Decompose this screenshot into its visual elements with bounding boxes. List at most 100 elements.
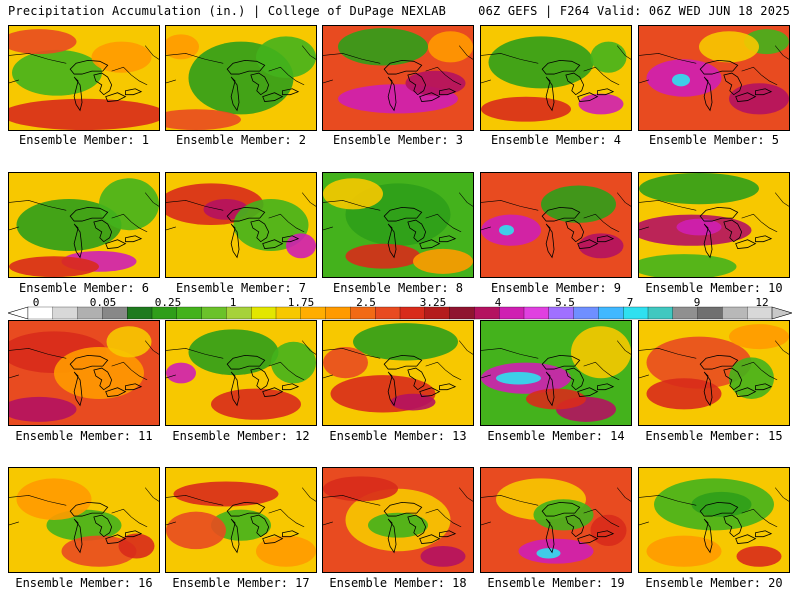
- precip-contour-region: [499, 225, 514, 236]
- great-lakes-outline: [73, 371, 83, 407]
- great-lakes-outline: [383, 354, 423, 370]
- colorbar-swatch: [598, 306, 624, 320]
- great-lakes-outline: [541, 206, 581, 222]
- precip-contour-region: [345, 243, 421, 269]
- great-lakes-outline: [73, 518, 83, 554]
- great-lakes-outline: [69, 501, 109, 517]
- great-lakes-outline: [226, 206, 266, 222]
- precip-contour-region: [9, 29, 77, 55]
- precip-contour-region: [166, 511, 226, 550]
- great-lakes-outline: [250, 514, 270, 538]
- colorbar-tick-label: 0.05: [89, 296, 117, 309]
- state-border-line: [639, 200, 697, 211]
- precip-contour-region: [9, 98, 159, 130]
- state-border-line: [323, 200, 381, 211]
- ensemble-member-caption: Ensemble Member: 9: [490, 281, 622, 295]
- ensemble-map-panel: [322, 467, 474, 573]
- state-border-line: [111, 361, 148, 381]
- state-border-line: [166, 348, 224, 359]
- ensemble-member-caption: Ensemble Member: 3: [332, 133, 464, 147]
- great-lakes-outline: [250, 72, 270, 96]
- great-lakes-outline: [703, 518, 713, 554]
- great-lakes-outline: [597, 383, 615, 391]
- precip-contour-region: [166, 34, 199, 60]
- state-border-line: [9, 521, 19, 526]
- precip-contour-region: [729, 324, 789, 350]
- colorbar-tick-label: 7: [626, 296, 634, 309]
- precip-contour-region: [590, 514, 627, 546]
- great-lakes-outline: [723, 367, 743, 391]
- precip-contour-region: [338, 28, 428, 66]
- model-run-valid-time: 06Z GEFS | F264 Valid: 06Z WED JUN 18 20…: [478, 4, 790, 18]
- precip-contour-region: [256, 535, 316, 567]
- great-lakes-outline: [73, 76, 83, 112]
- state-border-line: [458, 340, 473, 355]
- precip-map: [639, 321, 789, 425]
- great-lakes-outline: [735, 387, 757, 397]
- state-border-line: [111, 66, 148, 86]
- great-lakes-outline: [93, 219, 113, 243]
- ensemble-map-panel: [638, 25, 790, 131]
- precip-contour-region: [672, 73, 690, 87]
- ensemble-map-panel: [638, 172, 790, 278]
- great-lakes-outline: [93, 72, 113, 96]
- state-border-line: [166, 226, 176, 231]
- precip-contour-region: [729, 357, 774, 399]
- precip-contour-region: [12, 49, 103, 96]
- great-lakes-outline: [230, 518, 240, 554]
- state-border-line: [458, 487, 473, 502]
- state-border-line: [111, 213, 148, 233]
- precip-colorbar: [8, 306, 792, 320]
- great-lakes-outline: [262, 387, 284, 397]
- great-lakes-outline: [93, 514, 113, 538]
- precip-contour-region: [420, 546, 466, 567]
- colorbar-swatch: [573, 306, 599, 320]
- precip-contour-region: [173, 481, 279, 507]
- precip-map: [9, 468, 159, 572]
- great-lakes-outline: [577, 534, 599, 544]
- great-lakes-outline: [545, 76, 555, 112]
- great-lakes-outline: [597, 530, 615, 538]
- great-lakes-outline: [125, 530, 143, 538]
- great-lakes-outline: [565, 72, 585, 96]
- ensemble-member-caption: Ensemble Member: 5: [648, 133, 780, 147]
- precip-contour-region: [691, 491, 752, 517]
- ensemble-map-panel: [322, 172, 474, 278]
- great-lakes-outline: [597, 88, 615, 96]
- precip-map: [481, 321, 631, 425]
- colorbar-swatch: [499, 306, 525, 320]
- great-lakes-outline: [541, 501, 581, 517]
- precip-contour-region: [16, 199, 122, 251]
- state-border-line: [481, 495, 539, 506]
- state-border-line: [774, 487, 789, 502]
- precip-contour-region: [99, 178, 159, 231]
- great-lakes-outline: [439, 88, 457, 96]
- state-border-line: [741, 361, 778, 381]
- state-border-line: [425, 361, 462, 381]
- state-border-line: [323, 53, 381, 64]
- state-border-line: [9, 79, 19, 84]
- great-lakes-outline: [597, 235, 615, 243]
- ensemble-member-caption: Ensemble Member: 8: [332, 281, 464, 295]
- colorbar-swatch: [449, 306, 475, 320]
- state-border-line: [774, 45, 789, 60]
- state-border-line: [323, 226, 333, 231]
- great-lakes-outline: [73, 223, 83, 259]
- state-border-line: [166, 495, 224, 506]
- colorbar-tick-label: 12: [755, 296, 769, 309]
- ensemble-map-panel: [322, 25, 474, 131]
- great-lakes-outline: [699, 501, 739, 517]
- great-lakes-outline: [230, 371, 240, 407]
- ensemble-map-panel: [165, 25, 317, 131]
- great-lakes-outline: [703, 371, 713, 407]
- precip-contour-region: [256, 36, 316, 78]
- state-border-line: [323, 79, 333, 84]
- state-border-line: [9, 374, 19, 379]
- precip-contour-region: [488, 36, 594, 89]
- ensemble-member-caption: Ensemble Member: 4: [490, 133, 622, 147]
- state-border-line: [481, 200, 539, 211]
- great-lakes-outline: [577, 92, 599, 102]
- great-lakes-outline: [230, 76, 240, 112]
- great-lakes-outline: [93, 367, 113, 391]
- state-border-line: [583, 508, 620, 528]
